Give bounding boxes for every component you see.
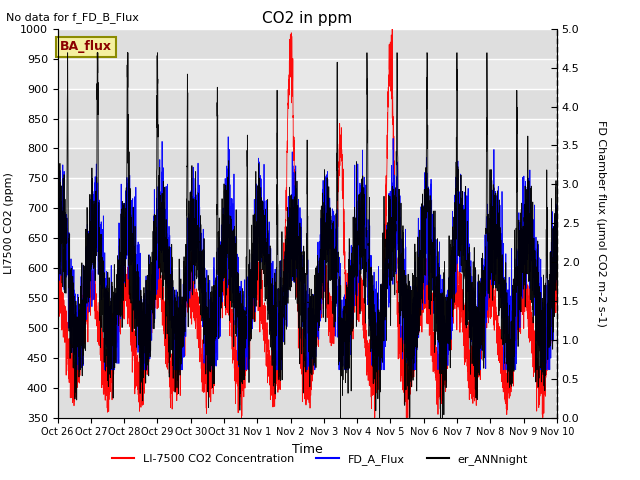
Bar: [58, 148, 557, 179]
Text: No data for f_FD_B_Flux: No data for f_FD_B_Flux: [6, 12, 140, 23]
Bar: [58, 208, 557, 238]
Bar: [58, 238, 557, 268]
Bar: [58, 179, 557, 208]
Title: CO2 in ppm: CO2 in ppm: [262, 11, 353, 26]
Bar: [58, 298, 557, 328]
Bar: [58, 59, 557, 89]
Y-axis label: LI7500 CO2 (ppm): LI7500 CO2 (ppm): [4, 172, 14, 274]
Bar: [58, 328, 557, 358]
Y-axis label: FD Chamber flux (μmol CO2 m-2 s-1): FD Chamber flux (μmol CO2 m-2 s-1): [596, 120, 606, 326]
Legend: LI-7500 CO2 Concentration, FD_A_Flux, er_ANNnight: LI-7500 CO2 Concentration, FD_A_Flux, er…: [108, 450, 532, 469]
Bar: [58, 268, 557, 298]
Bar: [58, 89, 557, 119]
Bar: [58, 358, 557, 388]
Text: BA_flux: BA_flux: [60, 40, 112, 53]
X-axis label: Time: Time: [292, 443, 323, 456]
Bar: [58, 119, 557, 148]
Bar: [58, 388, 557, 418]
Bar: [58, 29, 557, 59]
